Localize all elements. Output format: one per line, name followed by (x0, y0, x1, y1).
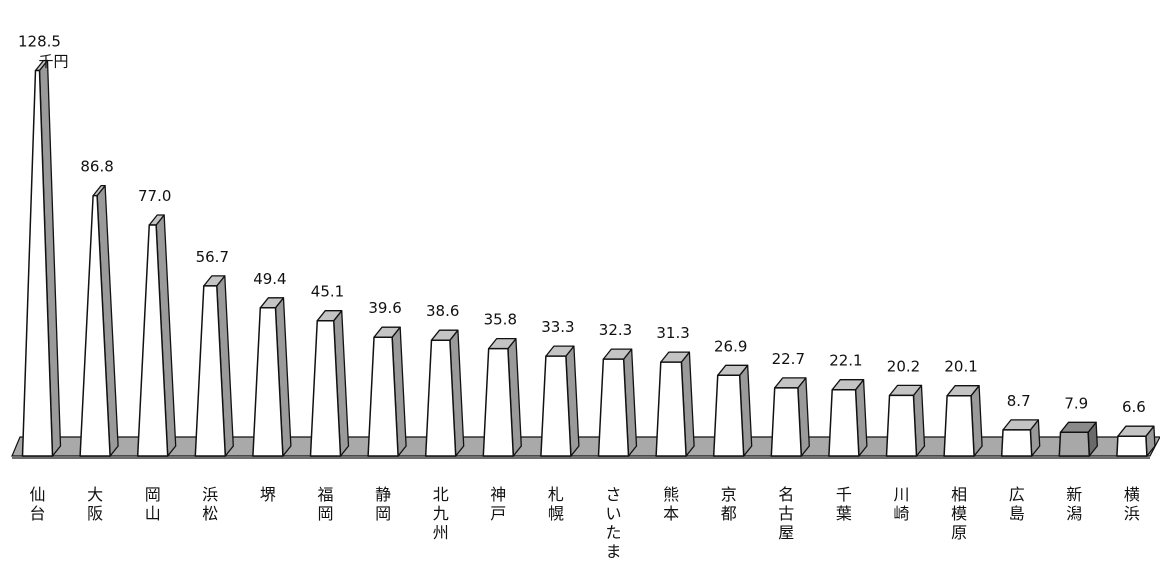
bar-front (367, 336, 399, 457)
value-label: 86.8 (80, 158, 113, 176)
bar-北九州 (424, 329, 465, 457)
value-label: 22.1 (829, 352, 862, 370)
bar-神戸 (482, 337, 522, 457)
chart-value-labels: 128.5 千円 86.8 77.0 56.7 49.4 45.1 39.6 38.6 35.8 3… (18, 33, 1146, 417)
value-label: 128.5 (18, 33, 61, 51)
bar-さいたま (597, 348, 638, 457)
value-label: 8.7 (1007, 392, 1031, 410)
bar-front (770, 387, 803, 457)
bar-front (1058, 431, 1091, 457)
bar-岡山 (136, 214, 177, 457)
bar-堺 (252, 297, 292, 457)
bar-川崎 (885, 384, 926, 457)
bar-front (540, 355, 572, 457)
value-label: 20.1 (944, 358, 977, 376)
category-label: 名古屋 (778, 485, 794, 542)
category-label: 堺 (260, 485, 276, 504)
category-label: 福岡 (317, 485, 333, 523)
bar-京都 (712, 364, 753, 457)
unit-label: 千円 (38, 53, 68, 71)
value-label: 45.1 (311, 283, 344, 301)
bar-浜松 (194, 275, 234, 457)
category-label: 京都 (721, 485, 737, 523)
value-label: 26.9 (714, 337, 747, 355)
value-label: 56.7 (196, 248, 229, 266)
bar-front (424, 339, 457, 457)
category-label: 神戸 (490, 485, 506, 523)
category-label: 浜松 (202, 485, 218, 523)
category-label: 岡山 (145, 485, 161, 523)
category-label: 大阪 (87, 485, 103, 523)
value-label: 7.9 (1064, 394, 1088, 412)
bar-front (885, 394, 918, 457)
value-label: 22.7 (772, 350, 805, 368)
value-label: 31.3 (656, 324, 689, 342)
category-label: さいたま (605, 485, 621, 561)
bar-新潟 (1058, 421, 1098, 457)
value-label: 33.3 (541, 318, 574, 336)
bar-front (482, 347, 515, 457)
value-label: 77.0 (138, 187, 171, 205)
value-label: 6.6 (1122, 398, 1146, 416)
bar-front (943, 394, 975, 457)
bar-front (79, 194, 111, 457)
bar-front (194, 285, 227, 457)
value-label: 38.6 (426, 302, 459, 320)
bar-front (252, 307, 284, 457)
bar-front (309, 319, 342, 457)
bar-熊本 (655, 351, 695, 457)
value-label: 20.2 (887, 357, 920, 375)
floor-edge (12, 456, 1150, 459)
value-label: 39.6 (368, 299, 401, 317)
chart-category-labels: 仙台 大阪 岡山 浜松 堺 福岡 静岡 北九州 神戸 札幌 さいたま 熊本 京都 名古屋 千葉 川崎 相模原 広島… (29, 485, 1139, 561)
bar-front (597, 358, 630, 457)
category-label: 相模原 (951, 485, 967, 542)
category-label: 千葉 (836, 485, 852, 523)
bar-仙台 (21, 59, 62, 457)
bar-大阪 (79, 184, 119, 457)
bar-front (1116, 435, 1148, 457)
bar-front (21, 69, 54, 457)
bar-広島 (1000, 419, 1041, 457)
category-label: 川崎 (893, 485, 909, 523)
category-label: 北九州 (433, 485, 449, 542)
bar-front (136, 224, 169, 457)
bar-front (655, 361, 687, 457)
bar-福岡 (309, 310, 350, 457)
category-label: 札幌 (548, 485, 564, 523)
chart-bars (21, 59, 1156, 457)
bar-横浜 (1116, 425, 1156, 457)
bar-千葉 (828, 379, 868, 457)
floor-top (11, 436, 1160, 457)
bar-front (712, 374, 745, 457)
bar-相模原 (943, 385, 983, 457)
value-label: 32.3 (599, 321, 632, 339)
value-label: 35.8 (484, 311, 517, 329)
category-label: 横浜 (1124, 485, 1140, 523)
value-label: 49.4 (253, 270, 286, 288)
category-label: 新潟 (1066, 485, 1082, 523)
bar-静岡 (367, 326, 407, 457)
category-label: 静岡 (375, 485, 391, 523)
category-label: 仙台 (29, 485, 45, 523)
bar-札幌 (540, 345, 580, 457)
chart-floor (11, 436, 1160, 459)
category-label: 広島 (1009, 485, 1025, 523)
bar-名古屋 (770, 377, 810, 457)
bar-front (1000, 429, 1033, 457)
category-label: 熊本 (663, 485, 679, 523)
bar-front (828, 388, 860, 457)
